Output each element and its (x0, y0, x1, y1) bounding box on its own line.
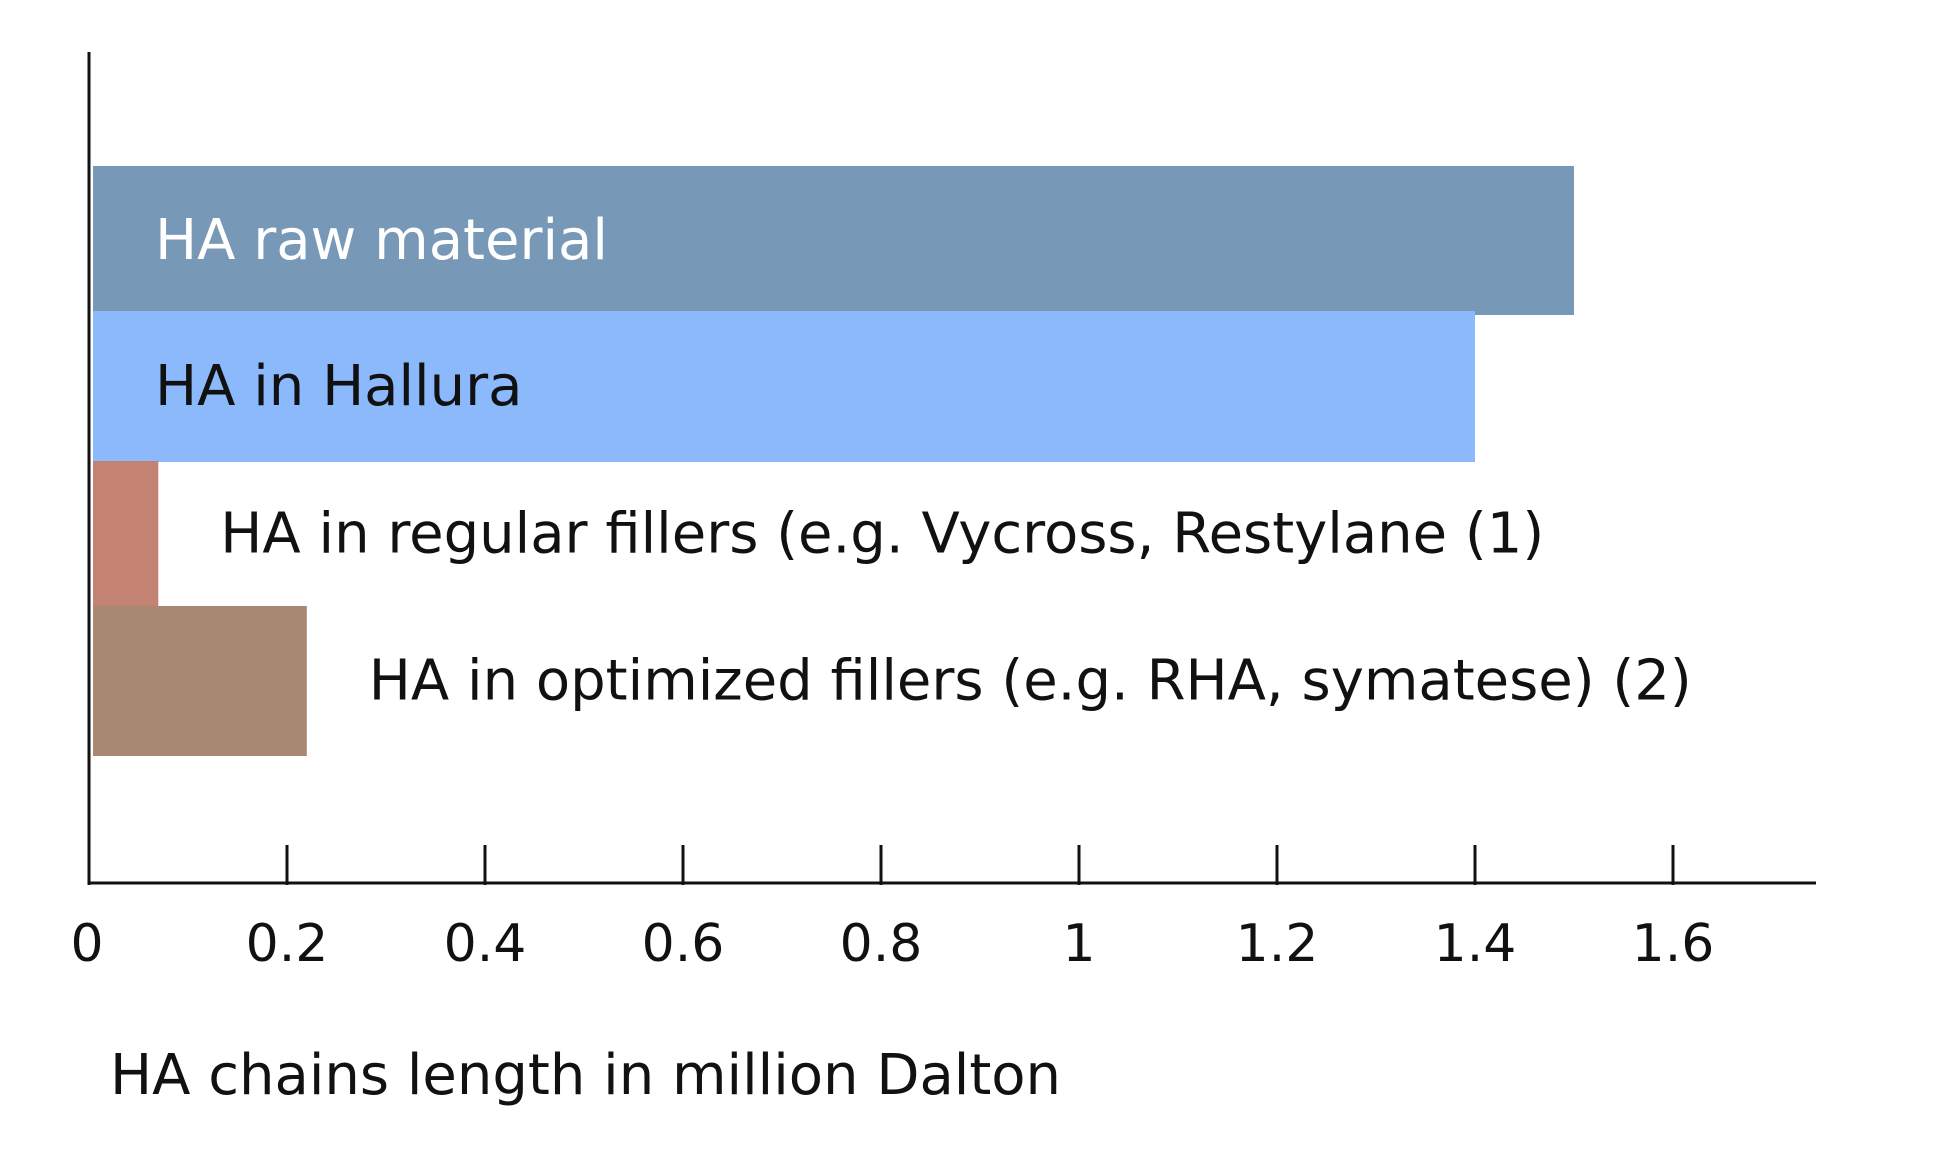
x-tick-label-8: 1.6 (1632, 914, 1715, 974)
x-tick-label-0: 0 (70, 914, 103, 974)
x-tick-label-4: 0.8 (840, 914, 923, 974)
bar-3 (93, 461, 159, 607)
bar-label-4: HA in optimized fillers (e.g. RHA, symat… (369, 649, 1692, 714)
x-tick-label-2: 0.4 (444, 914, 527, 974)
bar-1 (93, 166, 1574, 315)
bars-layer (93, 166, 1574, 756)
bar-labels: HA raw material HA in Hallura HA in regula… (155, 208, 1692, 714)
x-tick-label-7: 1.4 (1434, 914, 1517, 974)
x-tick-label-6: 1.2 (1236, 914, 1319, 974)
bar-label-1: HA raw material (155, 208, 608, 273)
axes-layer (87, 52, 1816, 885)
bar-2 (93, 311, 1475, 462)
bar-label-2: HA in Hallura (155, 354, 522, 419)
x-ticks: 0 0.2 0.4 0.6 0.8 1 1.2 1.4 1.6 (70, 845, 1714, 974)
x-tick-label-5: 1 (1062, 914, 1095, 974)
x-tick-label-3: 0.6 (642, 914, 725, 974)
x-tick-label-1: 0.2 (246, 914, 329, 974)
x-axis-title: HA chains length in million Dalton (110, 1043, 1061, 1108)
bar-label-3: HA in regular fillers (e.g. Vycross, Res… (220, 502, 1544, 567)
bar-4 (93, 606, 307, 756)
